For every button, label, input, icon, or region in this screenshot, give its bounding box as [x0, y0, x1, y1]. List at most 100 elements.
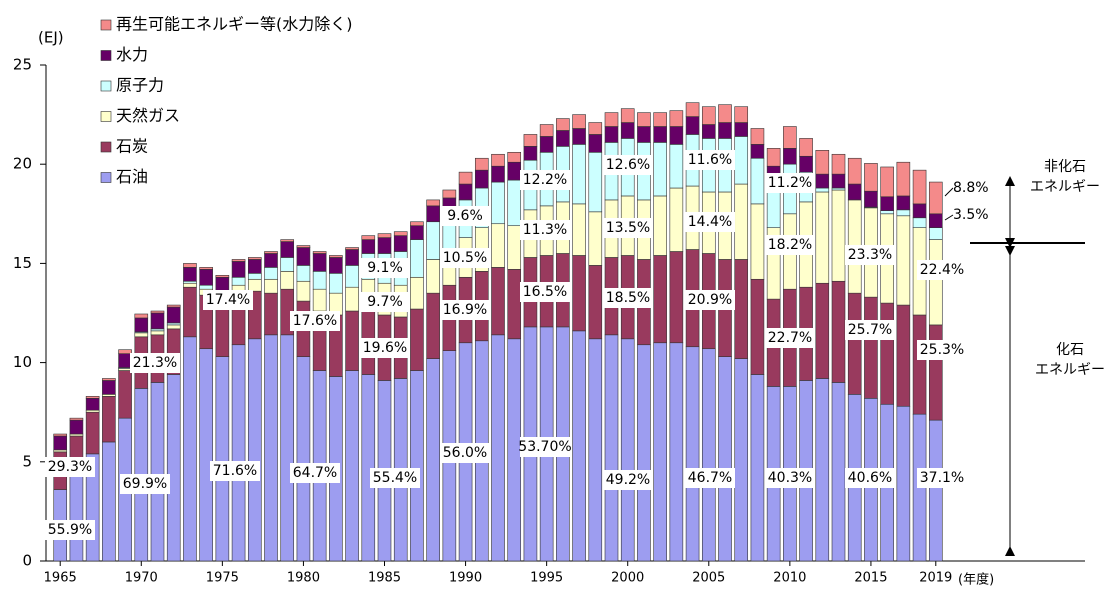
bar-segment [572, 114, 586, 129]
bar-segment [231, 261, 246, 278]
y-tick-label: 20 [13, 155, 32, 173]
annotation-box [845, 468, 895, 488]
bar-segment [896, 209, 911, 217]
bar-segment [864, 296, 878, 399]
bar-segment [410, 308, 424, 371]
bar-segment [928, 181, 943, 215]
bar-segment [604, 334, 619, 562]
bar-segment [102, 380, 116, 395]
bar-segment [880, 196, 894, 211]
annotation: 9.1% [367, 260, 403, 276]
bar-segment [296, 265, 311, 282]
annotation: 13.5% [606, 220, 650, 236]
bar-segment [588, 211, 603, 266]
annotation-box [685, 150, 735, 170]
bar-segment [199, 269, 213, 286]
bar-segment [53, 433, 68, 437]
bar-segment [199, 267, 213, 270]
bar-segment [150, 330, 165, 336]
bar-segment [653, 126, 667, 143]
annotation-box [360, 258, 410, 278]
annotation: 11.3% [523, 222, 567, 238]
bar-segment [69, 419, 84, 435]
annotation-box [45, 457, 95, 477]
bar-segment [345, 249, 359, 266]
bar-segment [199, 284, 213, 290]
bar-segment [312, 251, 327, 254]
bar-segment [312, 288, 327, 312]
annotation-box [120, 474, 170, 494]
bar-segment [815, 173, 830, 189]
x-unit: (年度) [958, 572, 994, 588]
bar-segment [912, 203, 927, 219]
annotation: 25.3% [920, 342, 964, 358]
annotation: 17.4% [206, 292, 250, 308]
bar-segment [831, 153, 846, 175]
bar-segment [247, 273, 262, 280]
bar-segment [491, 153, 505, 167]
annotation: 40.6% [848, 470, 892, 486]
bar-segment [896, 215, 911, 306]
bar-segment [410, 221, 424, 227]
bar-segment [426, 259, 440, 294]
bar-segment [426, 205, 440, 223]
bar-segment [864, 190, 878, 208]
annotation-box [370, 468, 420, 488]
annotation: 22.7% [768, 330, 812, 346]
annotation: 11.6% [688, 152, 732, 168]
annotation: 71.6% [213, 463, 257, 479]
bar-segment [474, 169, 489, 189]
bar-segment [264, 267, 278, 280]
bar-segment [85, 398, 100, 411]
bar-segment [653, 342, 667, 562]
annotation-box [520, 220, 570, 240]
bar-segment [750, 128, 765, 145]
bar-segment [442, 189, 457, 199]
bar-segment [215, 306, 230, 357]
bar-segment [345, 310, 359, 371]
bar-segment [264, 251, 278, 254]
annotation-box [765, 235, 815, 255]
x-tick-label: 1985 [368, 571, 401, 586]
bar-segment [329, 255, 343, 258]
bar-segment [264, 253, 278, 268]
annotation: 25.7% [848, 322, 892, 338]
y-tick-label: 25 [13, 56, 32, 74]
bar-segment [296, 247, 311, 266]
bar-segment [620, 122, 635, 139]
bar-segment [734, 259, 749, 359]
bar-segment [653, 255, 667, 344]
bar-segment [880, 302, 894, 405]
annotation-box [765, 468, 815, 488]
bar-segment [458, 171, 473, 185]
bar-segment [734, 106, 749, 123]
bar-segment [329, 257, 343, 274]
bar-segment [215, 275, 230, 278]
bar-segment [734, 358, 749, 562]
bar-segment [880, 210, 894, 215]
bar-segment [815, 191, 830, 284]
bar-segment [410, 239, 424, 278]
bar-segment [750, 203, 765, 280]
bar-segment [474, 157, 489, 171]
bar-segment [669, 251, 684, 344]
bar-segment [491, 223, 505, 268]
bar-segment [718, 356, 732, 562]
bar-segment [280, 257, 295, 272]
bar-segment [604, 112, 619, 127]
bar-segment [183, 263, 197, 268]
bar-segment [183, 286, 197, 338]
annotation-box [845, 320, 895, 340]
annotation: 21.3% [133, 355, 177, 371]
x-tick-label: 2010 [773, 571, 806, 586]
annotation: 23.3% [848, 247, 892, 263]
bar-segment [928, 239, 943, 326]
annotation: 19.6% [363, 340, 407, 356]
bar-segment [783, 148, 797, 165]
x-tick-label: 1990 [449, 571, 482, 586]
annotation: 12.6% [606, 157, 650, 173]
bar-segment [701, 106, 716, 125]
annotation: 56.0% [443, 445, 487, 461]
annotation-box [290, 311, 340, 331]
